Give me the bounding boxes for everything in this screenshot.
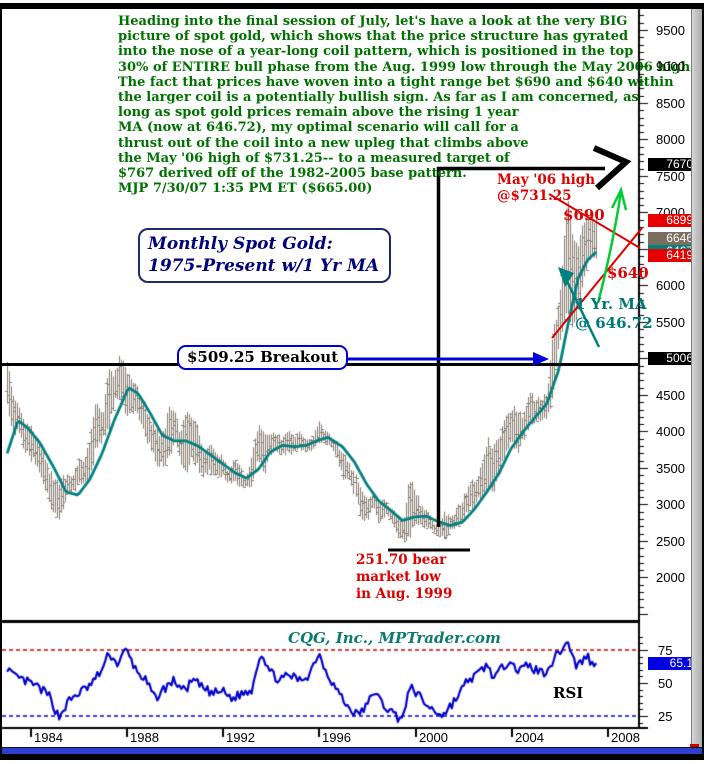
price-axis-label: 6000 bbox=[656, 278, 685, 293]
measured-move-arrowhead-icon bbox=[592, 145, 632, 191]
analyst-commentary: Heading into the final session of July, … bbox=[118, 14, 695, 197]
price-axis-label: 5500 bbox=[656, 315, 685, 330]
price-axis-label: 2500 bbox=[656, 534, 685, 549]
ma-value-label: 1 Yr. MA @ 646.72 bbox=[575, 295, 653, 332]
price-axis-label: 4500 bbox=[656, 388, 685, 403]
time-axis-label: 1992 bbox=[226, 730, 255, 745]
price-axis-label: 2000 bbox=[656, 570, 685, 585]
coil-upper-trendline bbox=[548, 193, 641, 249]
price-axis-highlight: 6646 bbox=[648, 232, 695, 245]
breakout-label-box: $509.25 Breakout bbox=[177, 345, 349, 370]
breakout-arrow-head-icon bbox=[533, 352, 549, 366]
bottom-red-marker bbox=[690, 744, 699, 747]
window-left-border bbox=[0, 3, 2, 760]
price-axis-label: 8500 bbox=[656, 96, 685, 111]
cqg-credit-label: CQG, Inc., MPTrader.com bbox=[288, 629, 501, 647]
price-axis-highlight: 6419 bbox=[648, 249, 695, 262]
level-640-label: $640 bbox=[607, 264, 649, 282]
time-axis-label: 2004 bbox=[515, 730, 544, 745]
time-axis-label: 2000 bbox=[419, 730, 448, 745]
price-axis-label: 7500 bbox=[656, 169, 685, 184]
upleg-arrow-line bbox=[596, 190, 623, 304]
window-right-frame-strip bbox=[691, 9, 703, 753]
price-axis-label: 9500 bbox=[656, 23, 685, 38]
price-axis-label: 8000 bbox=[656, 132, 685, 147]
level-690-label: $690 bbox=[563, 206, 605, 224]
rsi-study-label: RSI bbox=[553, 684, 584, 702]
window-right-border bbox=[702, 3, 704, 760]
bear-market-low-label: 251.70 bear market low in Aug. 1999 bbox=[356, 552, 453, 602]
chart-title-box: Monthly Spot Gold: 1975-Present w/1 Yr M… bbox=[138, 228, 392, 284]
window-bottom-border bbox=[0, 753, 704, 760]
price-axis-label: 3500 bbox=[656, 461, 685, 476]
ma-pointer-line bbox=[563, 276, 601, 348]
time-axis-label: 2008 bbox=[611, 730, 640, 745]
rsi-axis-label: 50 bbox=[658, 676, 673, 691]
upleg-arrow-head-icon bbox=[610, 186, 628, 211]
measured-move-line bbox=[436, 166, 605, 527]
rsi-axis-label: 75 bbox=[658, 643, 673, 658]
price-axis-label: 3000 bbox=[656, 497, 685, 512]
price-axis-highlight: 7670 bbox=[648, 158, 695, 171]
window-top-border bbox=[0, 3, 704, 9]
coil-lower-trendline bbox=[551, 227, 643, 339]
time-axis-label: 1996 bbox=[322, 730, 351, 745]
price-axis-highlight: 5006 bbox=[648, 352, 695, 365]
time-axis-label: 1984 bbox=[34, 730, 63, 745]
ma-pointer-head-icon bbox=[558, 267, 574, 287]
may06-high-label: May '06 high @$731.25 bbox=[497, 172, 596, 204]
window-bottom-blue-bar bbox=[2, 747, 702, 754]
price-axis-highlight: 6899 bbox=[648, 214, 695, 227]
price-axis-label: 4000 bbox=[656, 424, 685, 439]
rsi-current-value-highlight: 65.1 bbox=[648, 657, 695, 670]
price-axis-label: 9000 bbox=[656, 59, 685, 74]
rsi-axis-label: 25 bbox=[658, 709, 673, 724]
time-axis-label: 1988 bbox=[130, 730, 159, 745]
